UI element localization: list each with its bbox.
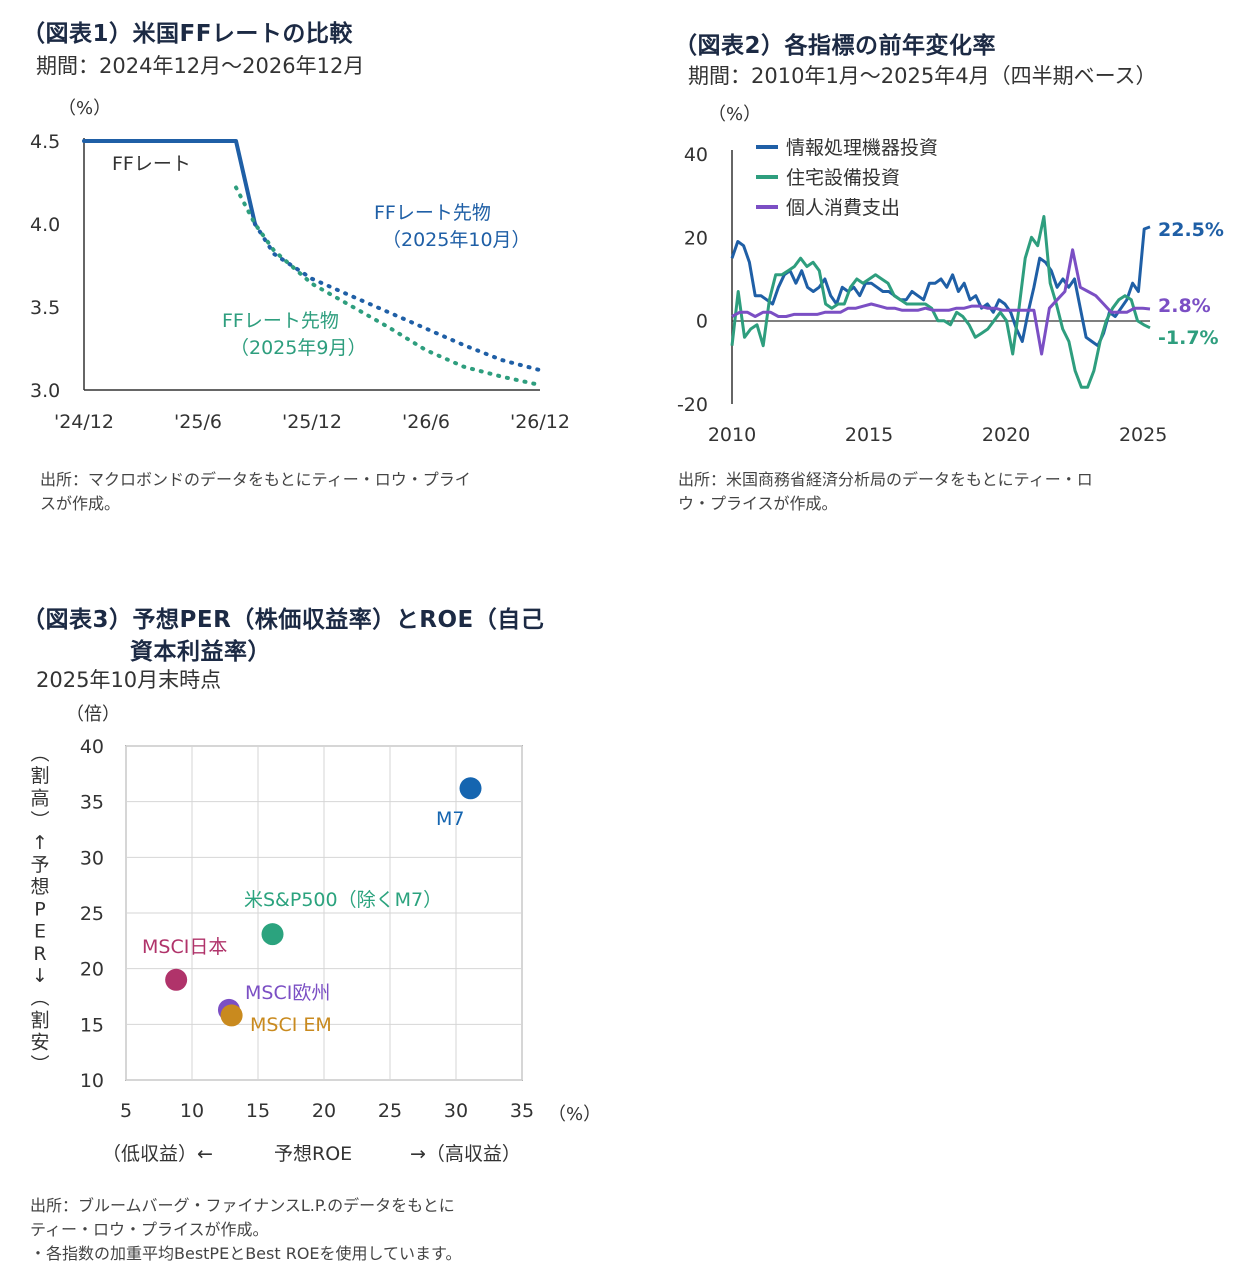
chart3-x-tick-label: 15 xyxy=(246,1100,270,1122)
chart3-subtitle: 2025年10月末時点 xyxy=(36,668,222,692)
chart3-y-tick-label: 10 xyxy=(80,1070,104,1092)
chart2-legend-label: 個人消費支出 xyxy=(786,197,900,219)
chart3-point xyxy=(220,1004,243,1027)
chart1-ff-line xyxy=(82,139,257,226)
chart1-x-tick-label: '25/6 xyxy=(174,411,222,433)
chart2-end-label: 2.8% xyxy=(1158,295,1211,317)
chart2-y-tick-label: -20 xyxy=(677,394,708,416)
chart2-source: 出所：米国商務省経済分析局のデータをもとにティー・ロ ウ・プライスが作成。 xyxy=(678,468,1238,516)
chart3-y-tick-label: 40 xyxy=(80,736,104,758)
chart1-unit: （%） xyxy=(58,98,111,119)
chart1-y-tick-label: 4.0 xyxy=(30,214,60,236)
chart3-xlabel-right: →（高収益） xyxy=(410,1143,521,1165)
chart2-x-tick-label: 2020 xyxy=(982,424,1030,446)
chart2-y-tick-label: 20 xyxy=(684,227,708,249)
chart2-legend-label: 住宅設備投資 xyxy=(786,167,900,189)
chart2-legend-label: 情報処理機器投資 xyxy=(786,137,938,159)
chart3-ylabel-char: R xyxy=(33,943,46,965)
chart3-y-tick-label: 25 xyxy=(80,903,104,925)
chart3-ylabel-char: E xyxy=(34,921,46,943)
chart3-ylabel-char: P xyxy=(34,898,45,920)
chart3-x-tick-label: 25 xyxy=(378,1100,402,1122)
chart2-y-tick-label: 0 xyxy=(696,311,708,333)
chart1-svg: （%） 3.0 3.5 4.0 4.5 '24/12 '25/6 '25/12 '26/6 '… xyxy=(30,98,570,433)
chart2-end-label: -1.7% xyxy=(1158,327,1219,349)
chart1-y-tick-label: 3.5 xyxy=(30,297,60,319)
chart3-xlabel-left: （低収益）← xyxy=(102,1143,213,1165)
chart1-fut9-label-a: FFレート先物 xyxy=(222,310,339,332)
chart1-fut10-label-a: FFレート先物 xyxy=(374,202,491,224)
chart3-ylabel-char: （ xyxy=(28,743,50,762)
chart3-ylabel-char: ） xyxy=(28,810,50,829)
chart3-x-tick-label: 20 xyxy=(312,1100,336,1122)
chart1-source-line: スが作成。 xyxy=(40,494,121,513)
chart1-fut9-line xyxy=(234,185,542,387)
chart3-y-tick-label: 15 xyxy=(80,1014,104,1036)
chart3-ylabel-char: 割 xyxy=(30,765,49,787)
chart1-fut9-label-b: （2025年9月） xyxy=(230,337,366,359)
chart2-unit: （%） xyxy=(708,104,761,125)
chart3-ylabel-char: ↓ xyxy=(32,965,48,987)
chart2-info-line xyxy=(730,225,1151,348)
chart3-ylabel-char: 高 xyxy=(30,787,49,809)
chart2-housing-line xyxy=(730,215,1151,389)
chart3-point xyxy=(261,923,284,946)
chart3-yunit: （倍） xyxy=(66,704,120,725)
chart2-subtitle: 期間：2010年1月～2025年4月（四半期ベース） xyxy=(688,64,1157,88)
chart3-y-tick-label: 20 xyxy=(80,959,104,981)
chart3-y-tick-label: 30 xyxy=(80,847,104,869)
chart3-point-label: MSCI日本 xyxy=(142,936,227,958)
chart3-x-tick-label: 10 xyxy=(180,1100,204,1122)
chart3-title-line2: 資本利益率） xyxy=(130,639,271,665)
chart3-ylabel-char: ） xyxy=(28,1054,50,1073)
chart1-x-tick-label: '24/12 xyxy=(54,411,114,433)
chart2-source-line: ウ・プライスが作成。 xyxy=(678,494,838,513)
chart3-source-line: ・各指数の加重平均BestPEとBest ROEを使用しています。 xyxy=(30,1244,462,1263)
chart2-title: （図表2）各指標の前年変化率 xyxy=(674,33,997,59)
chart3-ylabel-char: （ xyxy=(28,988,50,1007)
chart1-fut10-line xyxy=(253,222,542,373)
chart3-xunit: （%） xyxy=(548,1104,601,1125)
chart2-consumer-line xyxy=(731,248,1151,356)
chart3-xlabel-mid: 予想ROE xyxy=(274,1143,352,1165)
chart1-x-tick-label: '25/12 xyxy=(282,411,342,433)
chart1-title: （図表1）米国FFレートの比較 xyxy=(22,21,353,47)
chart2-x-tick-label: 2025 xyxy=(1119,424,1167,446)
chart3-point-label: MSCI欧州 xyxy=(245,982,330,1004)
chart2-y-tick-label: 40 xyxy=(684,144,708,166)
chart1-x-tick-label: '26/12 xyxy=(510,411,570,433)
chart3-x-tick-label: 30 xyxy=(444,1100,468,1122)
chart3-y-tick-label: 35 xyxy=(80,792,104,814)
chart3-point xyxy=(165,968,188,991)
chart3-x-tick-label: 35 xyxy=(510,1100,534,1122)
chart3-ylabel-char: 割 xyxy=(30,1009,49,1031)
chart3-point-label: 米S&P500（除くM7） xyxy=(244,889,442,911)
chart1-source-line: 出所：マクロボンドのデータをもとにティー・ロウ・プライ xyxy=(40,470,471,489)
chart3-source-line: 出所：ブルームバーグ・ファイナンスL.P.のデータをもとに xyxy=(30,1196,455,1215)
chart3-title-line1: （図表3）予想PER（株価収益率）とROE（自己 xyxy=(22,607,545,633)
chart3-point-label: M7 xyxy=(436,808,464,830)
chart3-x-tick-label: 5 xyxy=(120,1100,132,1122)
chart3-ylabel-char: 安 xyxy=(30,1032,49,1054)
chart3-ylabel-char: 予 xyxy=(30,854,49,876)
chart2-x-tick-label: 2010 xyxy=(708,424,756,446)
chart3-point xyxy=(459,777,482,800)
chart1-fut10-label-b: （2025年10月） xyxy=(382,229,531,251)
chart1-y-tick-label: 4.5 xyxy=(30,131,60,153)
chart3-source-line: ティー・ロウ・プライスが作成。 xyxy=(30,1220,269,1239)
chart2-svg: （%） -20 0 20 40 2010 2015 2020 2025 情報処理機器投資住宅… xyxy=(677,104,1224,446)
chart1-y-tick-label: 3.0 xyxy=(30,380,60,402)
chart2-x-tick-label: 2015 xyxy=(845,424,893,446)
chart1-x-tick-label: '26/6 xyxy=(402,411,450,433)
chart1-source: 出所：マクロボンドのデータをもとにティー・ロウ・プライ スが作成。 xyxy=(40,468,600,516)
chart3-ylabel-char: ↑ xyxy=(32,832,48,854)
chart2-end-label: 22.5% xyxy=(1158,219,1224,241)
chart1-ff-label: FFレート xyxy=(112,153,191,175)
chart3-point-label: MSCI EM xyxy=(250,1014,332,1036)
chart3-source: 出所：ブルームバーグ・ファイナンスL.P.のデータをもとに ティー・ロウ・プライ… xyxy=(30,1194,610,1266)
chart2-source-line: 出所：米国商務省経済分析局のデータをもとにティー・ロ xyxy=(678,470,1093,489)
chart3-ylabel-char: 想 xyxy=(30,876,49,898)
chart1-subtitle: 期間：2024年12月～2026年12月 xyxy=(36,54,365,78)
